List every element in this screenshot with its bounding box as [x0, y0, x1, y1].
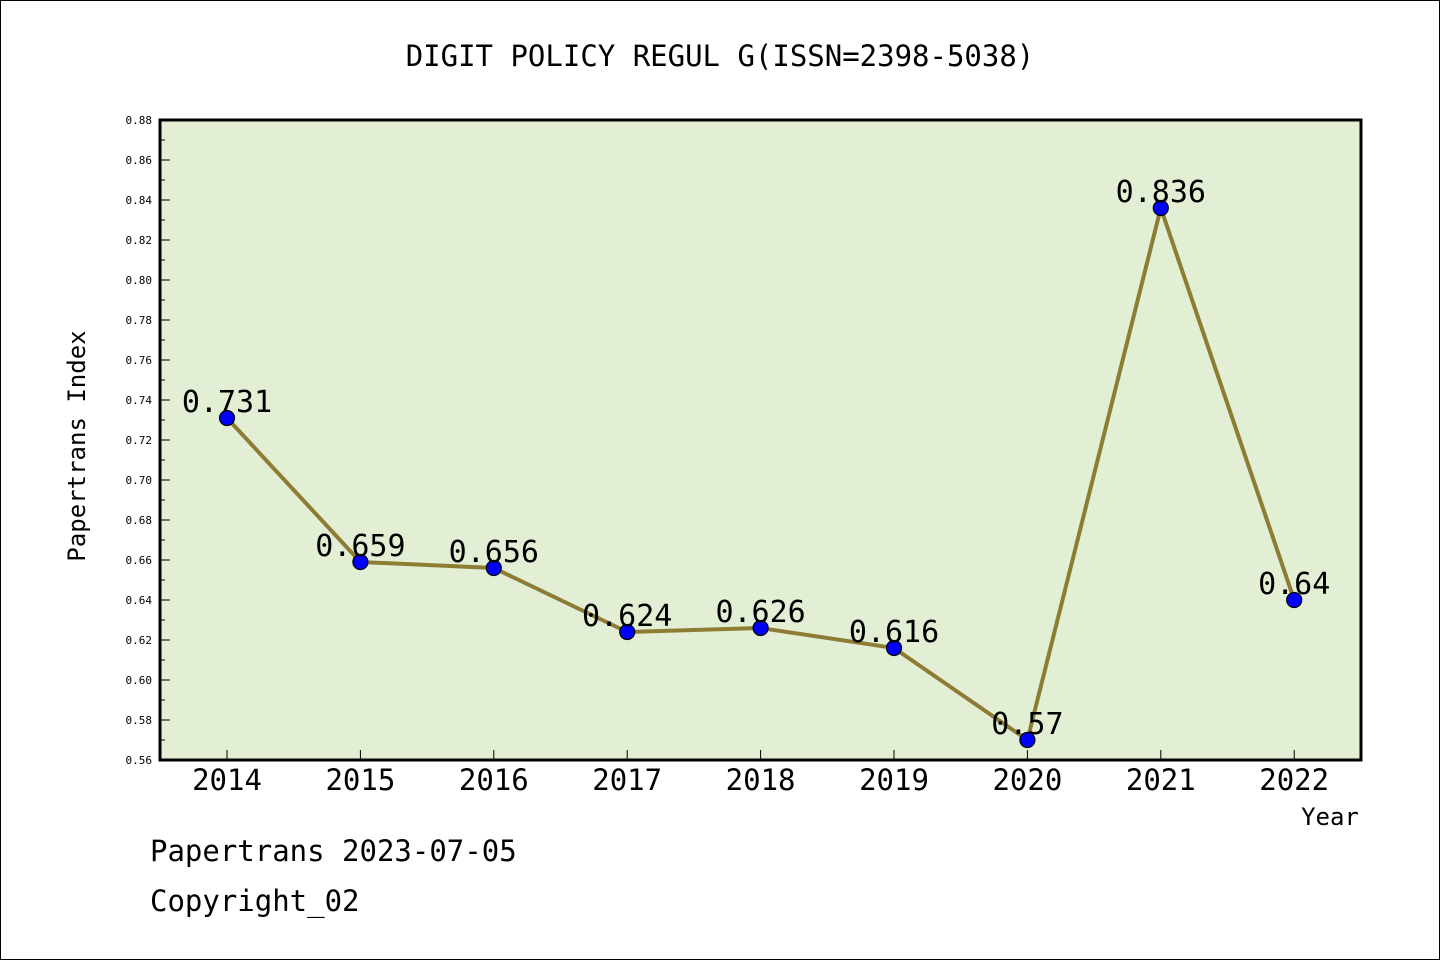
y-tick-label: 0.84	[126, 194, 153, 207]
y-tick-label: 0.82	[126, 234, 153, 247]
x-tick-label: 2020	[992, 763, 1062, 797]
data-label: 0.64	[1258, 567, 1330, 602]
data-label: 0.656	[449, 535, 539, 570]
data-point-marker	[1152, 199, 1169, 217]
y-tick-label: 0.72	[126, 434, 153, 447]
y-tick-label: 0.74	[126, 394, 153, 407]
data-point-marker	[218, 409, 236, 427]
y-tick-label: 0.76	[126, 354, 153, 367]
data-labels: 0.731 0.659 0.656 0.624 0.626 0.616 0.57 0.836 0…	[182, 175, 1330, 742]
data-point-marker	[885, 639, 903, 657]
y-tick-label: 0.68	[126, 514, 153, 527]
y-tick-label: 0.88	[126, 114, 153, 127]
y-tick-label: 0.80	[126, 274, 153, 287]
data-label: 0.836	[1116, 175, 1206, 210]
x-tick-label: 2022	[1259, 763, 1329, 797]
y-tick-label: 0.62	[126, 634, 153, 647]
y-axis: 0.56 0.58 0.60 0.62 0.64 0.66 0.68 0.70 0.72 0.74…	[126, 114, 170, 767]
x-tick-label: 2015	[325, 763, 395, 797]
data-label: 0.659	[315, 529, 405, 564]
y-tick-label: 0.56	[126, 754, 153, 767]
plot-area	[158, 118, 1363, 762]
y-tick-label: 0.60	[126, 674, 153, 687]
y-axis-label: Papertrans Index	[63, 330, 91, 561]
data-point-marker	[485, 559, 502, 577]
x-tick-label: 2017	[592, 763, 662, 797]
x-tick-label: 2014	[192, 763, 262, 797]
footer-date: Papertrans 2023-07-05	[150, 834, 517, 868]
data-label: 0.57	[991, 707, 1063, 742]
data-point-marker	[619, 623, 636, 641]
x-tick-label: 2019	[859, 763, 929, 797]
data-label: 0.624	[582, 599, 672, 634]
y-tick-label: 0.86	[126, 154, 153, 167]
y-tick-label: 0.64	[126, 594, 153, 607]
data-markers	[218, 199, 1303, 749]
y-tick-label: 0.66	[126, 554, 153, 567]
x-axis-label: Year	[1301, 803, 1359, 831]
x-tick-label: 2016	[459, 763, 529, 797]
y-tick-label: 0.58	[126, 714, 153, 727]
x-axis: 2014 2015 2016 2017 2018 2019 2020 2021 2022	[192, 750, 1329, 797]
data-point-marker	[352, 553, 369, 571]
data-label: 0.616	[849, 615, 939, 650]
x-tick-label: 2018	[726, 763, 796, 797]
x-tick-label: 2021	[1126, 763, 1196, 797]
data-point-marker	[752, 619, 769, 637]
chart-title: DIGIT POLICY REGUL G(ISSN=2398-5038)	[406, 39, 1035, 73]
data-point-marker	[1019, 731, 1036, 749]
data-label: 0.626	[715, 595, 805, 630]
y-tick-label: 0.78	[126, 314, 153, 327]
y-tick-label: 0.70	[126, 474, 153, 487]
data-label: 0.731	[182, 385, 272, 420]
data-point-marker	[1286, 591, 1303, 609]
footer-copyright: Copyright_02	[150, 884, 360, 918]
